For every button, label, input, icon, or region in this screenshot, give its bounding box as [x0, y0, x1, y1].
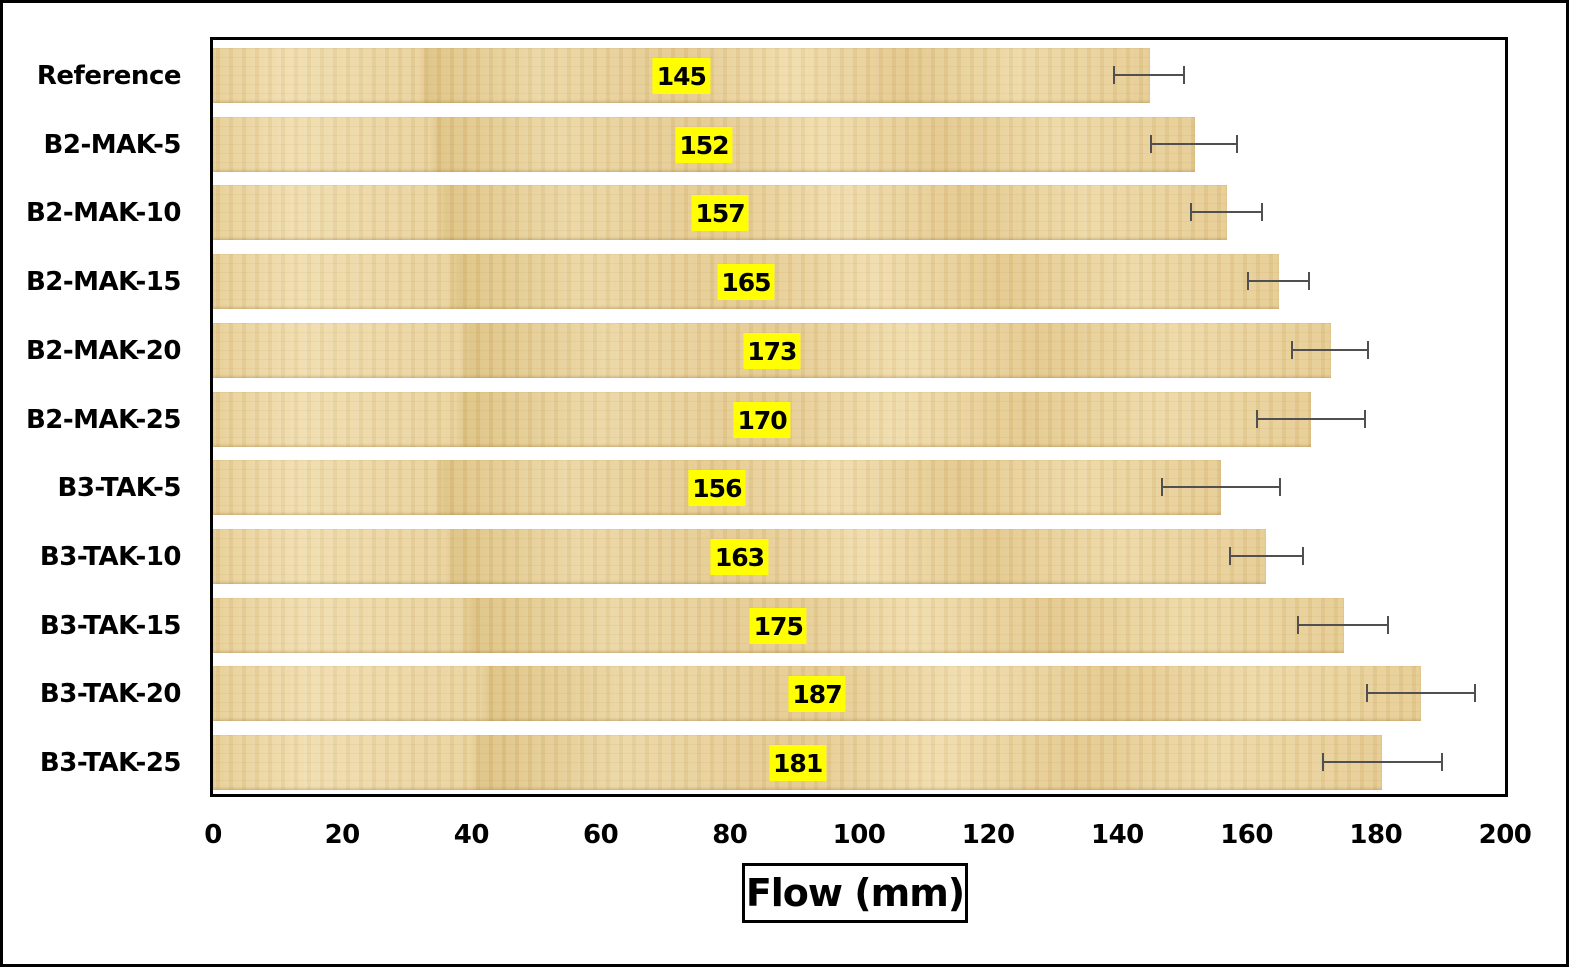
- data-label: 187: [788, 676, 846, 713]
- y-axis-label: B3-TAK-20: [39, 679, 182, 710]
- x-tick-label: 100: [832, 820, 886, 850]
- error-bar: [1291, 340, 1369, 359]
- y-axis-label: B3-TAK-15: [39, 610, 182, 641]
- y-axis-label: B3-TAK-5: [57, 473, 182, 504]
- x-tick-label: 200: [1478, 820, 1532, 850]
- y-axis-label: B3-TAK-10: [39, 541, 182, 572]
- x-tick-label: 60: [583, 820, 619, 850]
- x-tick-label: 80: [712, 820, 748, 850]
- y-axis-label: B2-MAK-20: [25, 335, 182, 366]
- y-axis-label: B2-MAK-5: [43, 129, 182, 160]
- data-label: 157: [691, 195, 749, 232]
- data-label: 163: [710, 538, 769, 575]
- error-bar: [1149, 134, 1239, 153]
- y-axis-label: B2-MAK-10: [25, 198, 182, 229]
- error-bar: [1366, 684, 1476, 703]
- data-label: 165: [717, 264, 775, 301]
- data-label: 181: [769, 745, 827, 781]
- error-bar: [1112, 66, 1185, 84]
- x-tick-label: 120: [961, 820, 1015, 850]
- error-bar: [1161, 478, 1281, 497]
- x-axis-title: Flow (mm): [742, 863, 968, 923]
- error-bar: [1322, 753, 1443, 771]
- data-label: 173: [743, 332, 801, 369]
- error-bar: [1256, 409, 1367, 428]
- data-label: 170: [733, 401, 791, 438]
- error-bar: [1228, 546, 1305, 565]
- x-tick-label: 180: [1349, 820, 1403, 850]
- x-tick-label: 40: [453, 820, 490, 850]
- error-bar: [1189, 203, 1263, 222]
- data-label: 152: [675, 126, 733, 163]
- x-tick-label: 0: [204, 820, 222, 850]
- y-axis-label: B2-MAK-15: [25, 267, 182, 298]
- y-axis-label: Reference: [36, 61, 182, 91]
- x-tick-label: 140: [1091, 820, 1144, 850]
- plot-area: 145 152 157 165 173 170 156 163 175 187 181: [210, 37, 1508, 797]
- data-label: 145: [652, 58, 710, 94]
- y-axis-label: B3-TAK-25: [39, 748, 182, 778]
- data-label: 175: [749, 607, 807, 644]
- y-axis-label: B2-MAK-25: [25, 404, 182, 435]
- x-tick-label: 160: [1220, 820, 1273, 850]
- data-label: 156: [688, 470, 746, 507]
- x-tick-label: 20: [324, 820, 361, 850]
- error-bar: [1296, 615, 1389, 634]
- error-bar: [1246, 272, 1311, 291]
